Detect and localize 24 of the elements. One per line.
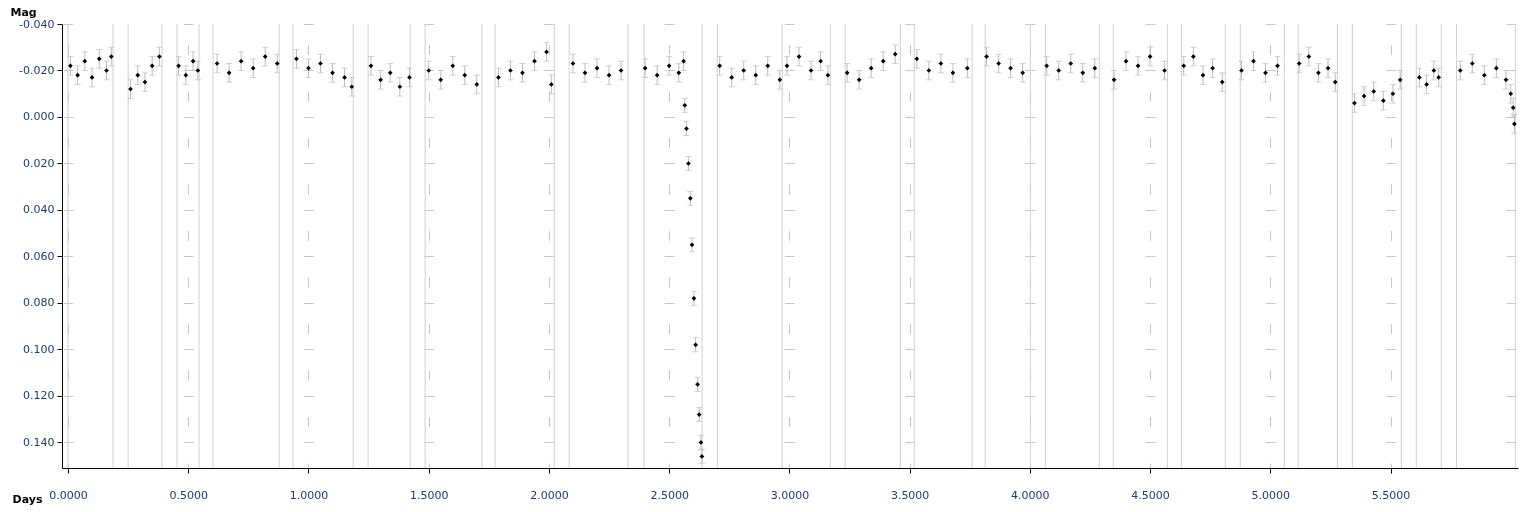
x-tick-label: 2.0000 xyxy=(530,488,569,502)
y-tick-label: 0.140 xyxy=(23,435,55,449)
x-tick-label: 4.0000 xyxy=(1011,488,1050,502)
y-tick-label: 0.060 xyxy=(23,249,55,263)
x-tick-label: 2.5000 xyxy=(650,488,689,502)
x-tick-label: 0.0000 xyxy=(49,488,88,502)
x-tick-label: 1.0000 xyxy=(289,488,329,502)
y-tick-label: 0.020 xyxy=(23,156,55,170)
y-tick-label: 0.040 xyxy=(23,203,55,217)
x-tick-label: 5.0000 xyxy=(1251,488,1291,502)
y-tick-label: -0.020 xyxy=(19,63,55,77)
x-tick-label: 4.5000 xyxy=(1131,488,1170,502)
y-tick-label: 0.080 xyxy=(23,296,55,310)
x-tick-label: 3.5000 xyxy=(890,488,930,502)
x-tick-label: 5.5000 xyxy=(1371,488,1411,502)
y-tick-label: -0.040 xyxy=(19,17,55,31)
x-axis-title: Days xyxy=(12,492,43,506)
y-axis-title: Mag xyxy=(10,5,37,19)
y-tick-label: 0.100 xyxy=(23,342,55,356)
x-tick-label: 1.5000 xyxy=(409,488,449,502)
y-tick-label: 0.000 xyxy=(23,110,55,124)
y-tick-label: 0.120 xyxy=(23,389,55,403)
x-tick-label: 3.0000 xyxy=(770,488,810,502)
x-tick-label: 0.5000 xyxy=(169,488,208,502)
